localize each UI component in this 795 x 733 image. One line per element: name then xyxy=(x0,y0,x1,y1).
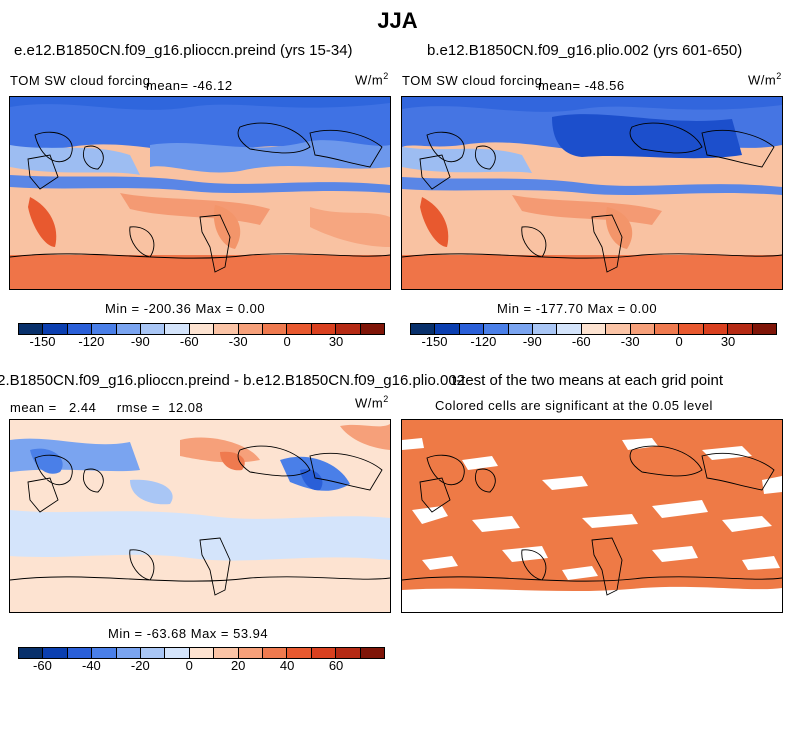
panel-4-map xyxy=(401,419,783,613)
colorbar-swatch xyxy=(43,648,68,658)
colorbar-swatch xyxy=(67,324,93,334)
colorbar-swatch xyxy=(287,324,312,334)
colorbar-swatch xyxy=(533,324,558,334)
colorbar-swatch xyxy=(508,324,534,334)
colorbar-swatch xyxy=(581,324,607,334)
colorbar-swatch xyxy=(189,324,215,334)
colorbar-swatch xyxy=(336,324,361,334)
colorbar-tick-label: 30 xyxy=(328,334,344,349)
colorbar-tick-label: -40 xyxy=(81,658,101,673)
colorbar-swatch xyxy=(165,324,190,334)
colorbar-swatch xyxy=(43,324,68,334)
colorbar-2-ticks: -150 -120 -90 -60 -30 0 30 xyxy=(410,334,777,350)
panel-3-map xyxy=(9,419,391,613)
panel-1-variable-label: TOM SW cloud forcing xyxy=(10,73,151,88)
colorbar-tick-label: -30 xyxy=(620,334,640,349)
colorbar-swatch xyxy=(336,648,361,658)
colorbar-3-ticks: -60 -40 -20 0 20 40 60 xyxy=(18,658,385,674)
colorbar-swatch xyxy=(19,324,44,334)
panel-4-subtitle: Colored cells are significant at the 0.0… xyxy=(435,398,713,413)
panel-1-mean-label: mean= -46.12 xyxy=(146,78,233,93)
colorbar-tick-label: -60 xyxy=(33,658,52,673)
panel-1-map-svg xyxy=(10,97,390,289)
colorbar-swatch xyxy=(116,648,142,658)
colorbar-swatch xyxy=(165,648,190,658)
colorbar-swatch xyxy=(92,324,117,334)
colorbar-tick-label: -150 xyxy=(421,334,448,349)
colorbar-swatch xyxy=(630,324,656,334)
colorbar-swatch xyxy=(238,324,264,334)
colorbar-swatch xyxy=(19,648,44,658)
colorbar-swatch xyxy=(214,324,239,334)
panel-3-stats-label: mean = 2.44 rmse = 12.08 xyxy=(10,400,204,415)
colorbar-swatch xyxy=(141,648,166,658)
colorbar-swatch xyxy=(728,324,753,334)
panel-4-map-svg xyxy=(402,420,782,612)
panel-1-title: e.e12.B1850CN.f09_g16.plioccn.preind (yr… xyxy=(14,42,353,59)
colorbar-swatch xyxy=(360,324,385,334)
colorbar-swatch xyxy=(263,648,288,658)
colorbar-tick-label: -90 xyxy=(130,334,150,349)
colorbar-tick-label: 0 xyxy=(675,334,683,349)
panel-3-title: e.e12.B1850CN.f09_g16.plioccn.preind - b… xyxy=(0,372,465,389)
panel-2-mean-label: mean= -48.56 xyxy=(538,78,625,93)
colorbar-swatch xyxy=(606,324,631,334)
colorbar-1 xyxy=(18,323,385,335)
colorbar-swatch xyxy=(703,324,729,334)
colorbar-swatch xyxy=(92,648,117,658)
panel-2-stats: Min = -177.70 Max = 0.00 xyxy=(497,301,658,316)
colorbar-swatch xyxy=(484,324,509,334)
panel-1-units: W/m2 xyxy=(355,71,389,88)
colorbar-tick-label: -90 xyxy=(522,334,542,349)
colorbar-swatch xyxy=(116,324,142,334)
colorbar-1-ticks: -150 -120 -90 -60 -30 0 30 xyxy=(18,334,385,350)
panel-4-title: t-test of the two means at each grid poi… xyxy=(452,372,723,389)
colorbar-tick-label: -120 xyxy=(470,334,497,349)
colorbar-swatch xyxy=(189,648,215,658)
panel-2-map xyxy=(401,96,783,290)
colorbar-3 xyxy=(18,647,385,659)
colorbar-tick-label: -60 xyxy=(571,334,591,349)
colorbar-tick-label: 20 xyxy=(230,658,246,673)
colorbar-tick-label: -60 xyxy=(179,334,199,349)
panel-2-units: W/m2 xyxy=(748,71,782,88)
colorbar-tick-label: -120 xyxy=(78,334,105,349)
colorbar-tick-label: 30 xyxy=(720,334,736,349)
colorbar-swatch xyxy=(557,324,582,334)
colorbar-swatch xyxy=(214,648,239,658)
panel-2-map-svg xyxy=(402,97,782,289)
panel-2-variable-label: TOM SW cloud forcing xyxy=(402,73,543,88)
colorbar-tick-label: 0 xyxy=(185,658,193,673)
colorbar-swatch xyxy=(263,324,288,334)
colorbar-swatch xyxy=(435,324,460,334)
panel-3-title-clip: e.e12.B1850CN.f09_g16.plioccn.preind - b… xyxy=(0,370,465,392)
panel-2-title: b.e12.B1850CN.f09_g16.plio.002 (yrs 601-… xyxy=(427,42,743,59)
colorbar-tick-label: -20 xyxy=(130,658,150,673)
panel-1-map xyxy=(9,96,391,290)
colorbar-swatch xyxy=(655,324,680,334)
colorbar-swatch xyxy=(311,648,337,658)
colorbar-swatch xyxy=(287,648,312,658)
colorbar-tick-label: -30 xyxy=(228,334,248,349)
colorbar-swatch xyxy=(459,324,485,334)
colorbar-swatch xyxy=(67,648,93,658)
colorbar-swatch xyxy=(360,648,385,658)
panel-3-map-svg xyxy=(10,420,390,612)
colorbar-tick-label: 40 xyxy=(279,658,295,673)
colorbar-tick-label: 60 xyxy=(328,658,344,673)
colorbar-swatch xyxy=(752,324,777,334)
colorbar-tick-label: -150 xyxy=(29,334,56,349)
colorbar-tick-label: 0 xyxy=(283,334,291,349)
colorbar-swatch xyxy=(411,324,436,334)
colorbar-swatch xyxy=(141,324,166,334)
figure-title: JJA xyxy=(377,8,418,33)
panel-3-units: W/m2 xyxy=(355,394,389,411)
colorbar-2 xyxy=(410,323,777,335)
colorbar-swatch xyxy=(679,324,704,334)
colorbar-swatch xyxy=(311,324,337,334)
panel-1-stats: Min = -200.36 Max = 0.00 xyxy=(105,301,266,316)
colorbar-swatch xyxy=(238,648,264,658)
panel-3-stats: Min = -63.68 Max = 53.94 xyxy=(108,626,269,641)
